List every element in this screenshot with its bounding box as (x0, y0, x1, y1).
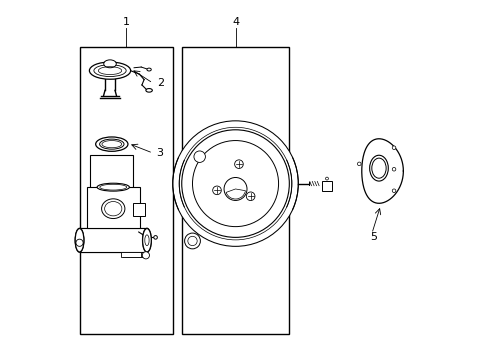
Text: 1: 1 (122, 17, 129, 27)
Bar (86, 187, 140, 228)
Circle shape (391, 167, 395, 171)
Bar (132, 203, 145, 216)
Circle shape (246, 192, 254, 201)
Bar (89, 155, 133, 189)
Ellipse shape (147, 68, 151, 71)
Text: 2: 2 (156, 78, 163, 88)
Circle shape (184, 233, 200, 249)
Circle shape (198, 147, 272, 221)
Ellipse shape (94, 65, 126, 77)
Ellipse shape (96, 137, 128, 151)
Ellipse shape (142, 229, 151, 252)
Circle shape (185, 134, 285, 233)
Circle shape (179, 127, 291, 240)
Circle shape (357, 162, 360, 166)
Wedge shape (225, 189, 245, 199)
Circle shape (391, 189, 395, 193)
Text: 3: 3 (156, 148, 163, 158)
Circle shape (142, 252, 149, 259)
Circle shape (212, 186, 221, 195)
Ellipse shape (103, 60, 116, 68)
Circle shape (192, 140, 278, 227)
Ellipse shape (100, 139, 124, 149)
Circle shape (234, 160, 243, 168)
Ellipse shape (75, 229, 83, 252)
Bar (80, 47, 172, 334)
Ellipse shape (89, 62, 130, 79)
Ellipse shape (145, 89, 152, 92)
Ellipse shape (97, 183, 129, 191)
Ellipse shape (369, 155, 387, 181)
Circle shape (192, 140, 278, 226)
Circle shape (182, 130, 289, 237)
Circle shape (194, 151, 205, 162)
Text: 4: 4 (231, 17, 239, 27)
Circle shape (325, 177, 328, 180)
Circle shape (391, 146, 395, 149)
Ellipse shape (75, 228, 84, 252)
Ellipse shape (142, 228, 151, 252)
Ellipse shape (102, 199, 124, 219)
Bar (121, 252, 140, 257)
Ellipse shape (153, 235, 157, 239)
Bar (182, 47, 289, 334)
Polygon shape (361, 139, 403, 203)
Bar (321, 181, 332, 192)
Circle shape (172, 121, 298, 246)
Bar (80, 228, 147, 252)
Circle shape (224, 177, 246, 201)
Text: 5: 5 (369, 232, 376, 242)
